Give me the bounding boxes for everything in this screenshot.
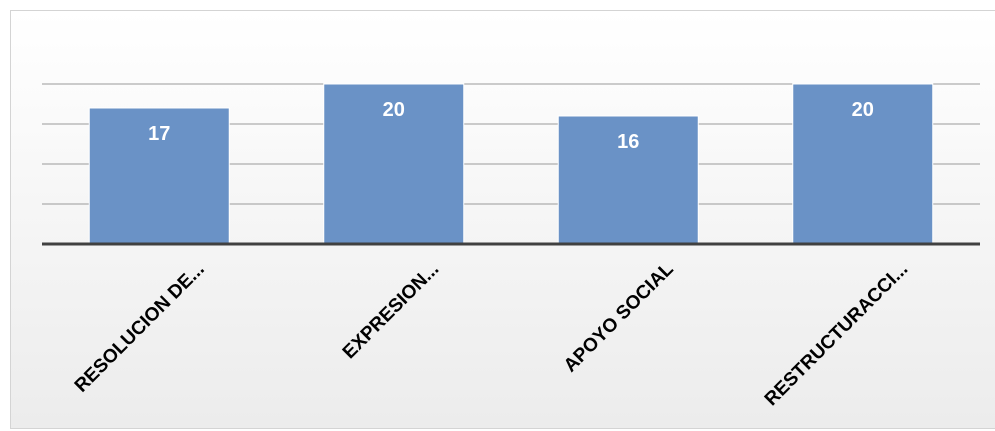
category-label: RESTRUCTURACCI...: [761, 259, 912, 410]
category-label: RESOLUCION DE...: [71, 259, 209, 397]
bar-value-label: 20: [852, 99, 874, 121]
bar-value-label: 16: [617, 131, 639, 153]
bar: [792, 83, 934, 245]
bar: [323, 83, 465, 245]
category-label: EXPRESION...: [339, 259, 443, 363]
bar: [557, 115, 699, 245]
category-label: APOYO SOCIAL: [560, 258, 678, 376]
bar-value-label: 20: [383, 99, 405, 121]
bar: [88, 107, 230, 245]
bar-value-label: 17: [148, 123, 170, 145]
